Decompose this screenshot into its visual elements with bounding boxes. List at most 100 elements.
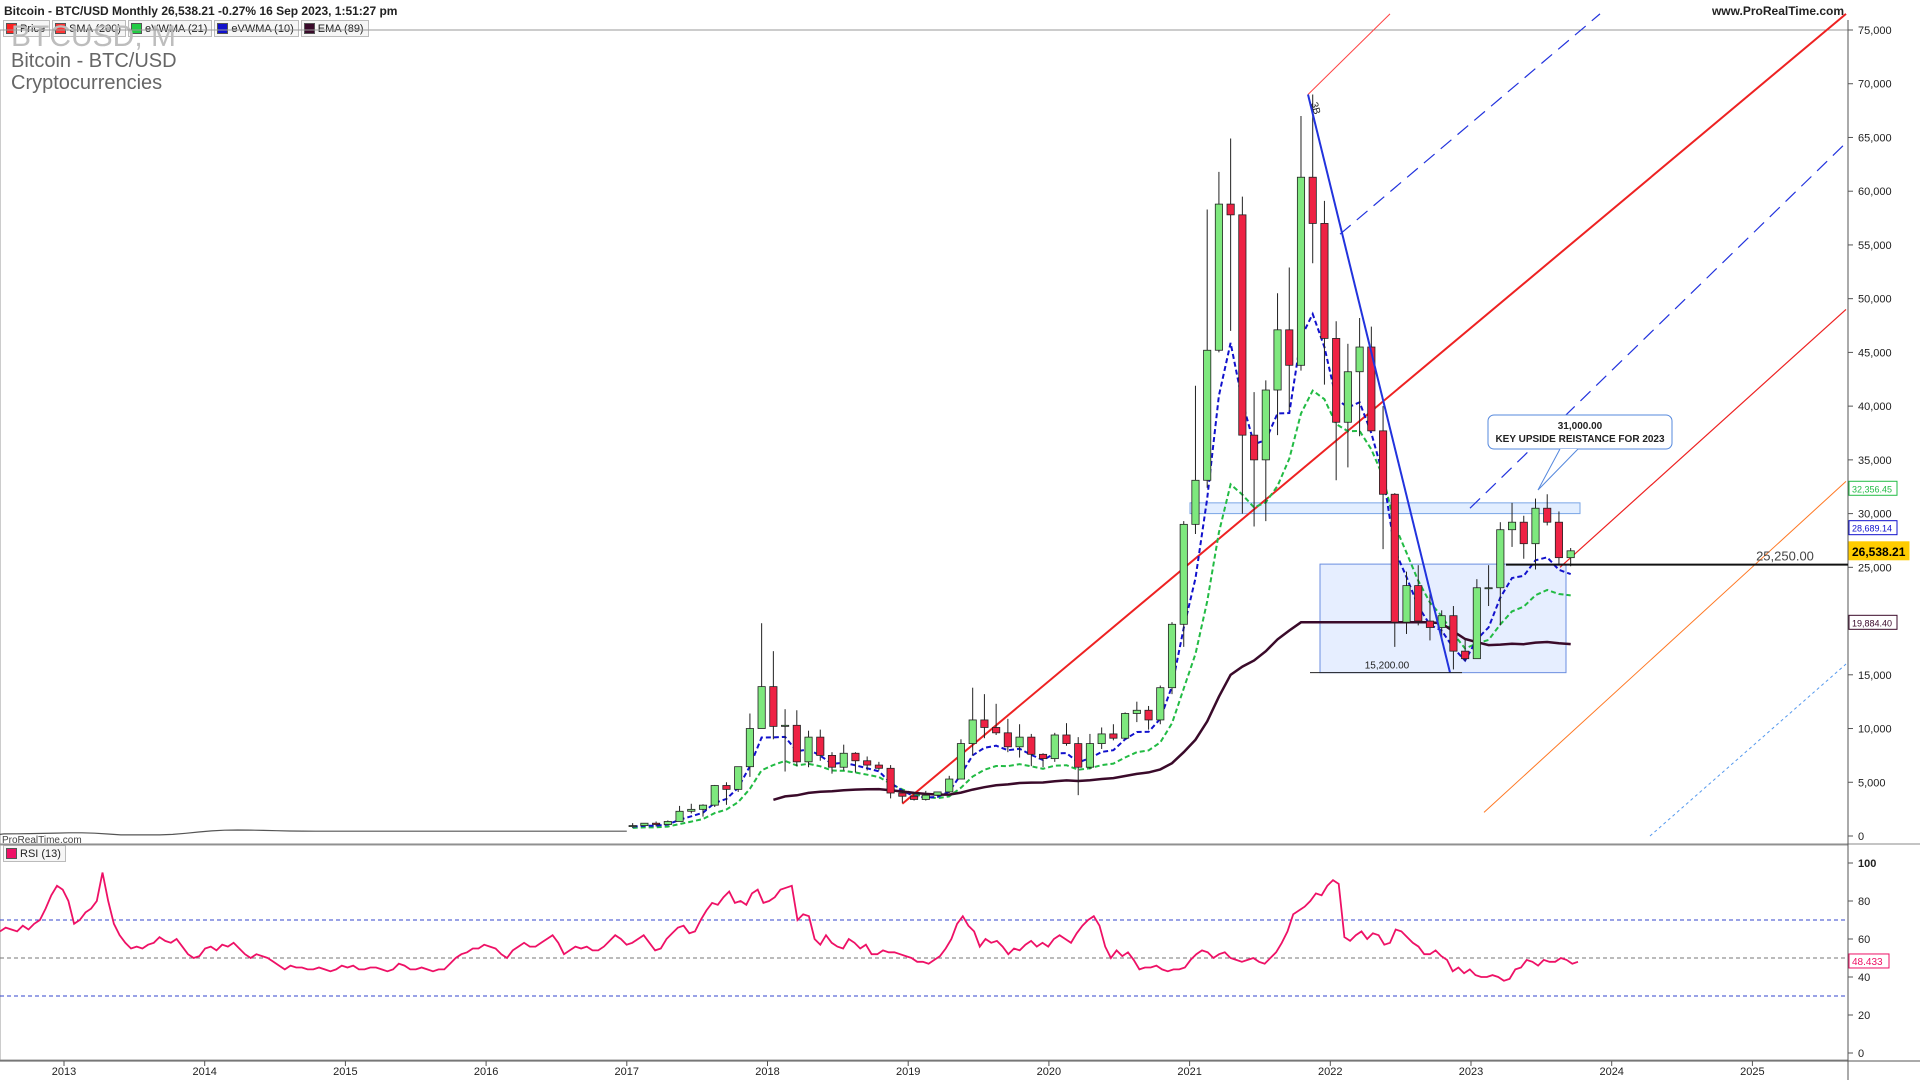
candle [1425,620,1434,628]
candle [1238,214,1247,436]
x-tick-label: 2025 [1740,1066,1764,1078]
legend-item-1[interactable]: SMA (200) [52,20,127,37]
channel-blue-upper [1339,13,1601,235]
candle [1109,733,1118,739]
legend-swatch [55,23,67,34]
candle [851,752,860,762]
legend-label: EMA (89) [317,22,364,35]
candle [1332,338,1341,423]
price-label: 19,884.40 [1852,618,1892,628]
site-link[interactable]: www.ProRealTime.com [1711,4,1844,18]
x-tick-label: 2019 [896,1066,920,1078]
rsi-y-tick-label: 80 [1858,896,1870,908]
x-tick-label: 2018 [755,1066,779,1078]
channel-red-lower [1559,308,1847,568]
candle [722,785,731,790]
candle [628,825,637,827]
y-tick-label: 60,000 [1858,186,1892,198]
legend-label: SMA (200) [69,22,122,35]
candle [945,778,954,793]
candle [640,822,649,826]
candle [1554,521,1563,559]
candle [1484,587,1493,590]
candle [792,724,801,763]
candle [1355,346,1364,373]
price-label: 28,689.14 [1852,524,1892,534]
price-label: 32,356.45 [1852,484,1892,494]
candle [1144,709,1153,721]
candle [992,727,1001,734]
candle [1414,585,1423,622]
x-tick-label: 2020 [1037,1066,1061,1078]
candle [698,804,708,810]
rsi-y-tick-label: 20 [1858,1010,1870,1022]
candle [1566,550,1575,559]
rsi-legend-item[interactable]: RSI (13) [3,845,66,862]
instrument-category: Cryptocurrencies [11,72,163,94]
x-tick-label: 2015 [333,1066,357,1078]
candle [1343,371,1352,423]
candle [734,766,743,790]
callout-box [1487,414,1673,450]
y-tick-label: 25,000 [1858,562,1892,574]
candle [839,752,848,768]
y-tick-label: 45,000 [1858,347,1892,359]
candle [886,767,895,794]
candle [1308,176,1317,224]
legend-item-0[interactable]: Price [3,20,51,37]
legend-label: Price [20,22,46,35]
candle [1097,733,1106,744]
candle [1062,734,1071,744]
legend-item-3[interactable]: eVWMA (10) [214,20,299,37]
candle [1074,743,1083,768]
price-label-box [1848,520,1898,536]
candle [1003,732,1012,748]
candle [675,810,684,822]
y-tick-label: 75,000 [1858,25,1892,37]
candle [1285,329,1294,366]
marker-label: 3B [1308,101,1322,116]
top-bar: Bitcoin - BTC/USD Monthly 26,538.21 -0.2… [0,0,1920,20]
x-tick-label: 2023 [1459,1066,1483,1078]
candle [1027,736,1036,755]
y-tick-label: 55,000 [1858,240,1892,252]
candle [1203,349,1212,481]
price-label: 26,538.21 [1852,545,1906,559]
candle [769,686,778,727]
indicator-legend: Price SMA (200) eVWMA (21) eVWMA (10) EMA (8… [3,20,369,37]
candle [1226,203,1235,216]
rsi-legend: RSI (13) [3,845,66,862]
price-label-box [1848,541,1910,561]
y-tick-label: 30,000 [1858,509,1892,521]
x-tick-label: 2021 [1177,1066,1201,1078]
level-label-25250: 25,250.00 [1756,549,1814,564]
candle [1296,176,1306,366]
evwma-10-line [632,311,1572,828]
y-tick-label: 70,000 [1858,79,1892,91]
candle [804,736,813,763]
candle [745,728,754,768]
candle [1449,615,1458,652]
channel-light-blue [1649,663,1847,837]
candle [1519,521,1528,545]
rsi-y-tick-label: 100 [1858,858,1876,870]
legend-swatch [131,23,143,34]
instrument-title: BTCUSD, M Bitcoin - BTC/USD Cryptocurren… [11,24,177,94]
x-tick-label: 2017 [615,1066,639,1078]
candle [898,792,907,797]
legend-item-4[interactable]: EMA (89) [300,20,369,37]
candle [1261,389,1270,461]
candle [1015,736,1024,748]
candle [827,755,837,768]
channel-upper-red [1307,13,1391,95]
candle [1461,650,1470,660]
candle [1039,753,1048,760]
legend-label: eVWMA (10) [231,22,294,35]
legend-swatch [303,23,315,34]
legend-item-2[interactable]: eVWMA (21) [128,20,213,37]
y-tick-label: 65,000 [1858,132,1892,144]
rsi-y-tick-label: 0 [1858,1048,1864,1060]
candle [1320,223,1329,339]
candle [1050,734,1059,760]
